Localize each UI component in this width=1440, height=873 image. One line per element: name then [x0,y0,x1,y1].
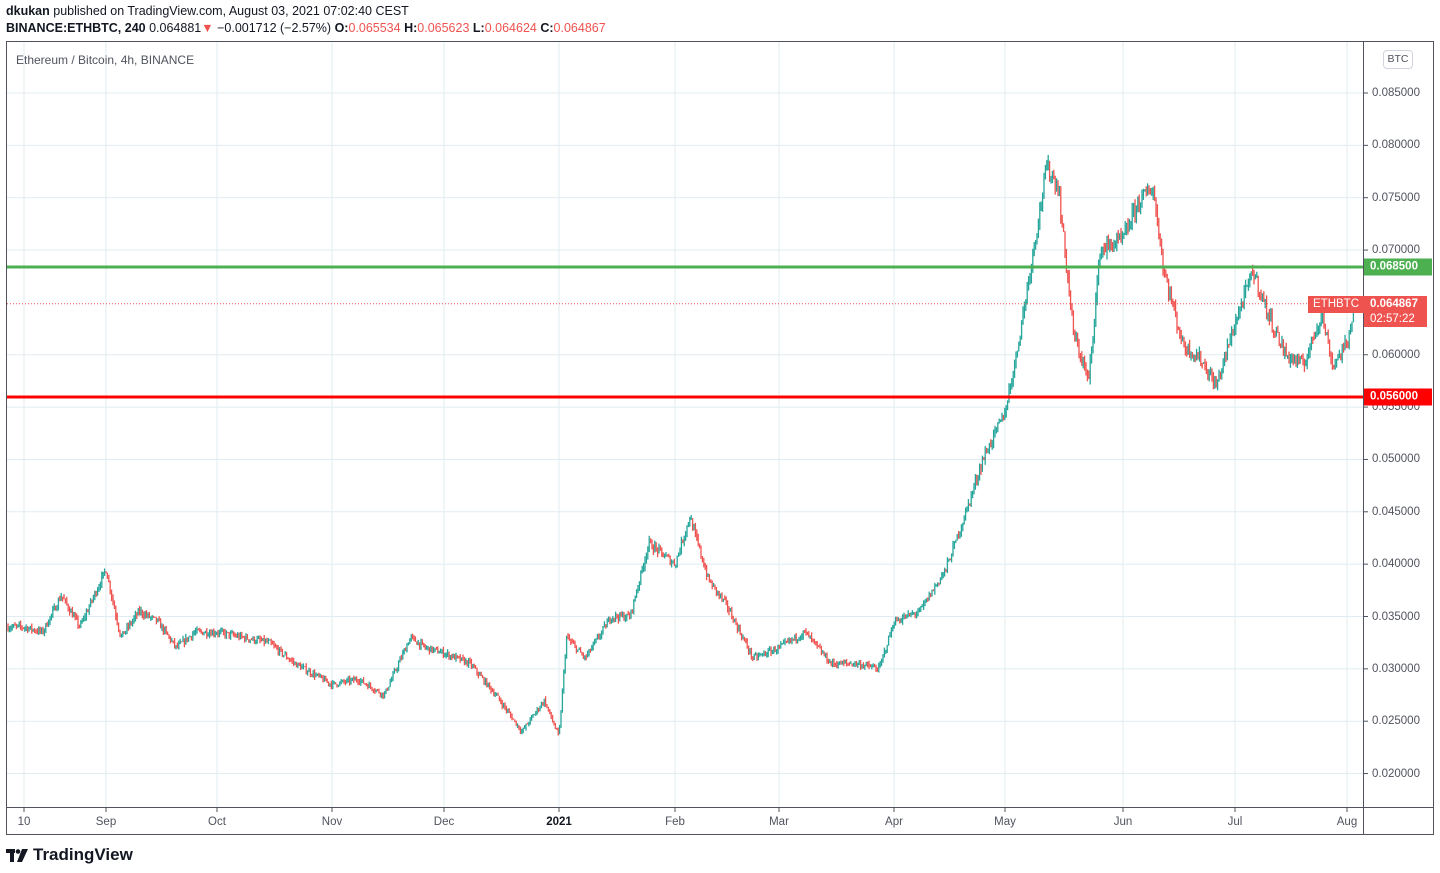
resistance-level-label: 0.068500 [1364,258,1432,276]
price-tick-label: 0.060000 [1372,348,1420,361]
price-tick-label: 0.020000 [1372,767,1420,780]
high-label: H: [404,21,418,35]
time-tick-label: Aug [1336,816,1358,828]
price-change: −0.001712 (−2.57%) [217,21,332,35]
time-tick-label: Oct [208,816,226,828]
open-value: 0.065534 [348,21,401,35]
published-text: published on TradingView.com, August 03,… [53,4,409,18]
time-tick-label: Jul [1227,816,1243,828]
time-tick-label: Jun [1113,816,1133,828]
tradingview-brand: TradingView [33,845,133,864]
low-value: 0.064624 [484,21,537,35]
support-level-label: 0.056000 [1364,388,1432,406]
symbol-price-tag: ETHBTC [1308,296,1364,313]
chart-frame [6,41,1434,835]
currency-label[interactable]: BTC [1383,50,1413,69]
price-tick-label: 0.045000 [1372,505,1420,518]
time-tick-label: 10 [17,816,31,828]
ohlc-bar: BINANCE:ETHBTC, 240 0.064881▼ −0.001712 … [6,21,606,35]
price-tick-label: 0.050000 [1372,453,1420,466]
tradingview-logo-icon [6,848,28,862]
time-tick-label: Apr [885,816,903,828]
bar-countdown: 02:57:22 [1370,313,1415,325]
price-tick-label: 0.035000 [1372,610,1420,623]
price-tick-label: 0.030000 [1372,662,1420,675]
chart-legend-title: Ethereum / Bitcoin, 4h, BINANCE [16,53,195,67]
close-label: C: [540,21,554,35]
tradingview-logo[interactable]: TradingView [6,845,133,865]
symbol-interval: BINANCE:ETHBTC, 240 [6,21,146,35]
time-tick-label: Nov [321,816,343,828]
time-tick-label: Feb [665,816,685,828]
author-name: dkukan [6,4,50,18]
price-tick-label: 0.070000 [1372,244,1420,257]
time-tick-label: May [994,816,1016,828]
time-tick-label: Dec [433,816,455,828]
price-tick-label: 0.075000 [1372,191,1420,204]
time-tick-label: 2021 [546,816,572,828]
time-tick-label: Mar [769,816,789,828]
time-tick-label: Sep [95,816,117,828]
high-value: 0.065623 [417,21,470,35]
current-price-value: 0.064867 [1370,298,1418,310]
price-tick-label: 0.040000 [1372,558,1420,571]
price-tick-label: 0.025000 [1372,715,1420,728]
close-value: 0.064867 [553,21,606,35]
current-price-label: 0.064867 02:57:22 [1364,296,1427,327]
last-price: 0.064881 [149,21,202,35]
low-label: L: [472,21,485,35]
publish-info: dkukan published on TradingView.com, Aug… [6,4,409,18]
open-label: O: [334,21,349,35]
price-tick-label: 0.080000 [1372,139,1420,152]
down-arrow-icon: ▼ [201,21,214,35]
price-tick-label: 0.085000 [1372,87,1420,99]
